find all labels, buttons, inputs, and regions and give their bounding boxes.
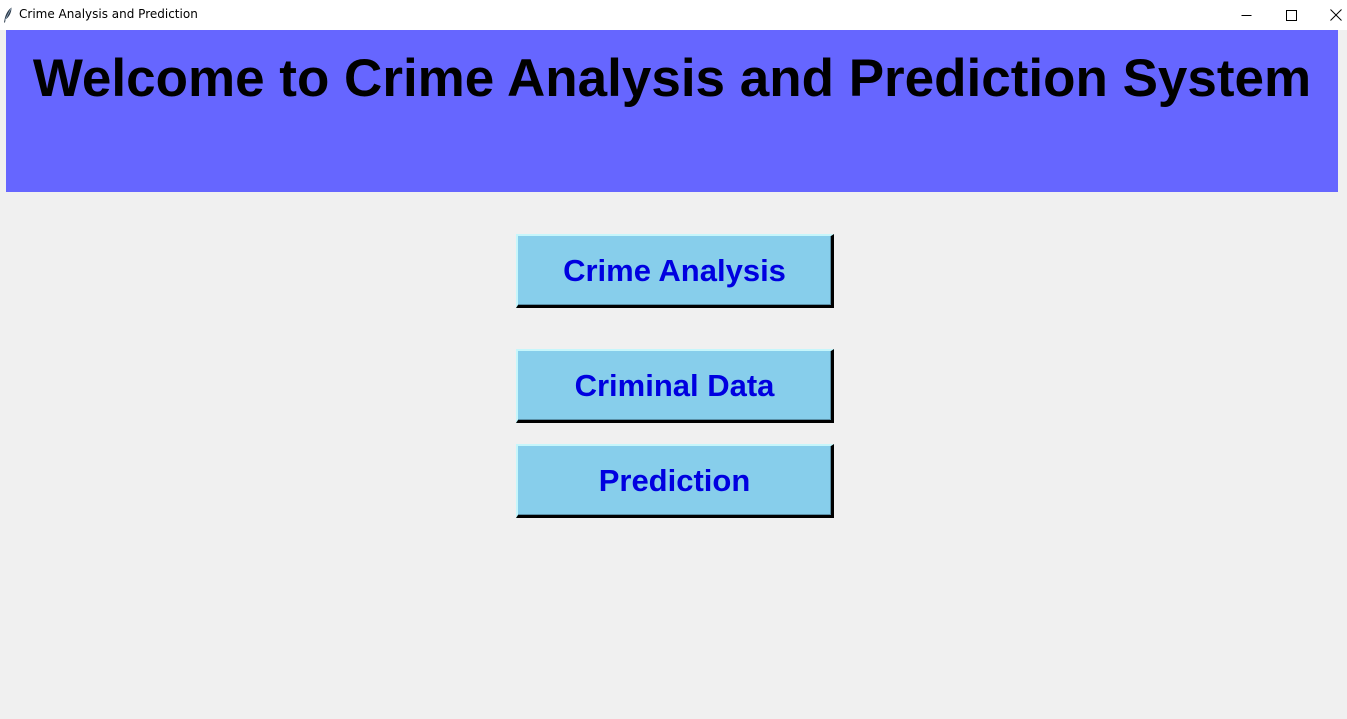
criminal-data-button[interactable]: Criminal Data bbox=[516, 349, 834, 423]
page-title: Welcome to Crime Analysis and Prediction… bbox=[32, 49, 1312, 108]
header-banner bbox=[6, 30, 1338, 192]
prediction-button[interactable]: Prediction bbox=[516, 444, 834, 518]
window-titlebar: Crime Analysis and Prediction bbox=[0, 0, 1347, 30]
window-title: Crime Analysis and Prediction bbox=[19, 7, 198, 21]
close-icon bbox=[1330, 9, 1342, 21]
maximize-icon bbox=[1285, 9, 1297, 21]
close-button[interactable] bbox=[1313, 0, 1347, 30]
minimize-button[interactable] bbox=[1223, 0, 1269, 30]
crime-analysis-button[interactable]: Crime Analysis bbox=[516, 234, 834, 308]
minimize-icon bbox=[1241, 10, 1252, 21]
maximize-button[interactable] bbox=[1268, 0, 1314, 30]
feather-icon bbox=[3, 7, 13, 23]
